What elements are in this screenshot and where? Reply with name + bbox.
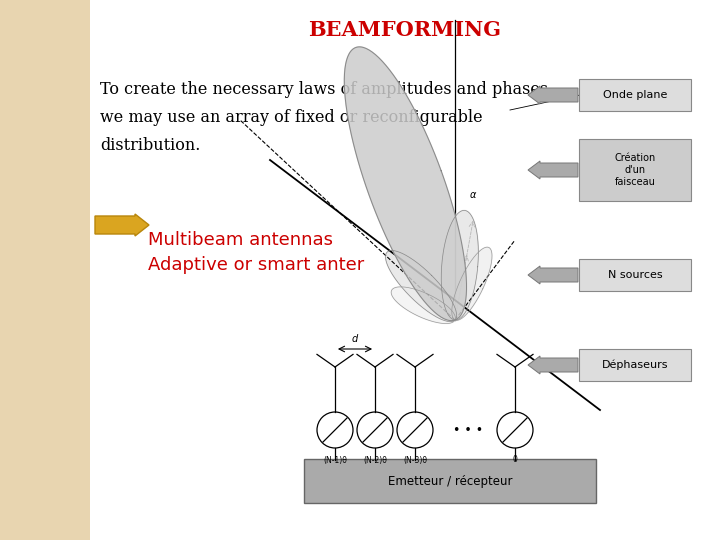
Text: To create the necessary laws of amplitudes and phases,: To create the necessary laws of amplitud… [100, 82, 553, 98]
Text: distribution.: distribution. [100, 138, 200, 154]
Circle shape [357, 412, 393, 448]
Text: Onde plane: Onde plane [603, 90, 667, 100]
Text: we may use an array of fixed or reconfigurable: we may use an array of fixed or reconfig… [100, 110, 482, 126]
Text: (N-3)θ: (N-3)θ [403, 456, 427, 464]
FancyArrow shape [528, 356, 578, 374]
FancyArrow shape [528, 86, 578, 104]
Text: d: d [352, 334, 358, 344]
Text: (N-1)θ: (N-1)θ [323, 456, 347, 464]
Polygon shape [441, 211, 478, 320]
FancyArrow shape [95, 214, 149, 236]
FancyArrow shape [528, 266, 578, 284]
FancyBboxPatch shape [579, 349, 691, 381]
Circle shape [317, 412, 353, 448]
Text: Emetteur / récepteur: Emetteur / récepteur [388, 475, 512, 488]
Text: N sources: N sources [608, 270, 662, 280]
Text: Adaptive or smart anter: Adaptive or smart anter [148, 256, 364, 274]
FancyBboxPatch shape [579, 79, 691, 111]
Polygon shape [391, 287, 456, 323]
Text: BEAMFORMING: BEAMFORMING [308, 20, 502, 40]
Text: Multibeam antennas: Multibeam antennas [148, 231, 333, 249]
FancyBboxPatch shape [304, 459, 596, 503]
Text: Création
d'un
faisceau: Création d'un faisceau [614, 153, 656, 187]
Text: • • •: • • • [453, 423, 483, 436]
Circle shape [397, 412, 433, 448]
Polygon shape [344, 47, 467, 321]
Text: α: α [470, 190, 477, 200]
Text: 0: 0 [513, 456, 518, 464]
Text: Déphaseurs: Déphaseurs [602, 360, 668, 370]
Polygon shape [452, 247, 492, 320]
FancyArrow shape [528, 161, 578, 179]
Bar [0, 0, 90, 540]
Text: (N-2)θ: (N-2)θ [363, 456, 387, 464]
Circle shape [497, 412, 533, 448]
FancyBboxPatch shape [579, 139, 691, 201]
Polygon shape [385, 251, 456, 322]
FancyBboxPatch shape [579, 259, 691, 291]
